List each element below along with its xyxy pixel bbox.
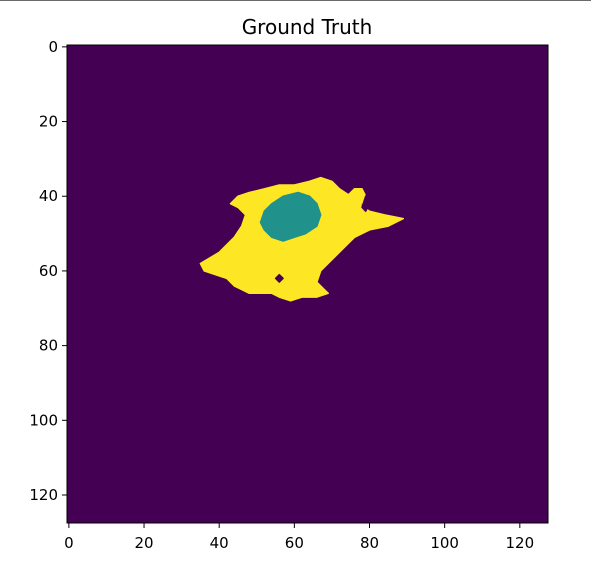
- x-axis: 0 20 40 60 80 100 120: [64, 523, 534, 552]
- x-tick-label: 20: [134, 534, 153, 552]
- x-tick-label: 0: [64, 534, 74, 552]
- y-tick-label: 120: [29, 486, 58, 504]
- y-tick-label: 0: [48, 38, 58, 56]
- y-tick-label: 20: [39, 113, 58, 131]
- y-tick-label: 60: [39, 262, 58, 280]
- y-tick-label: 40: [39, 187, 58, 205]
- heatmap-region-class-0: [274, 273, 284, 283]
- y-tick-label: 80: [39, 337, 58, 355]
- x-tick-label: 100: [430, 534, 459, 552]
- chart-title: Ground Truth: [242, 15, 373, 39]
- heatmap-region-class-0: [361, 191, 375, 212]
- axes-frame: [66, 44, 549, 524]
- x-tick-label: 120: [505, 534, 534, 552]
- heatmap-image: [67, 45, 548, 523]
- x-tick-label: 80: [360, 534, 379, 552]
- y-tick-label: 100: [29, 411, 58, 429]
- top-divider: [0, 0, 591, 1]
- x-tick-label: 60: [285, 534, 304, 552]
- y-axis: 0 20 40 60 80 100 120: [29, 38, 67, 504]
- heatmap-region-class-2: [342, 188, 367, 209]
- x-tick-label: 40: [210, 534, 229, 552]
- heatmap-region-class-1: [259, 191, 322, 242]
- heatmap-region-class-2: [199, 176, 405, 302]
